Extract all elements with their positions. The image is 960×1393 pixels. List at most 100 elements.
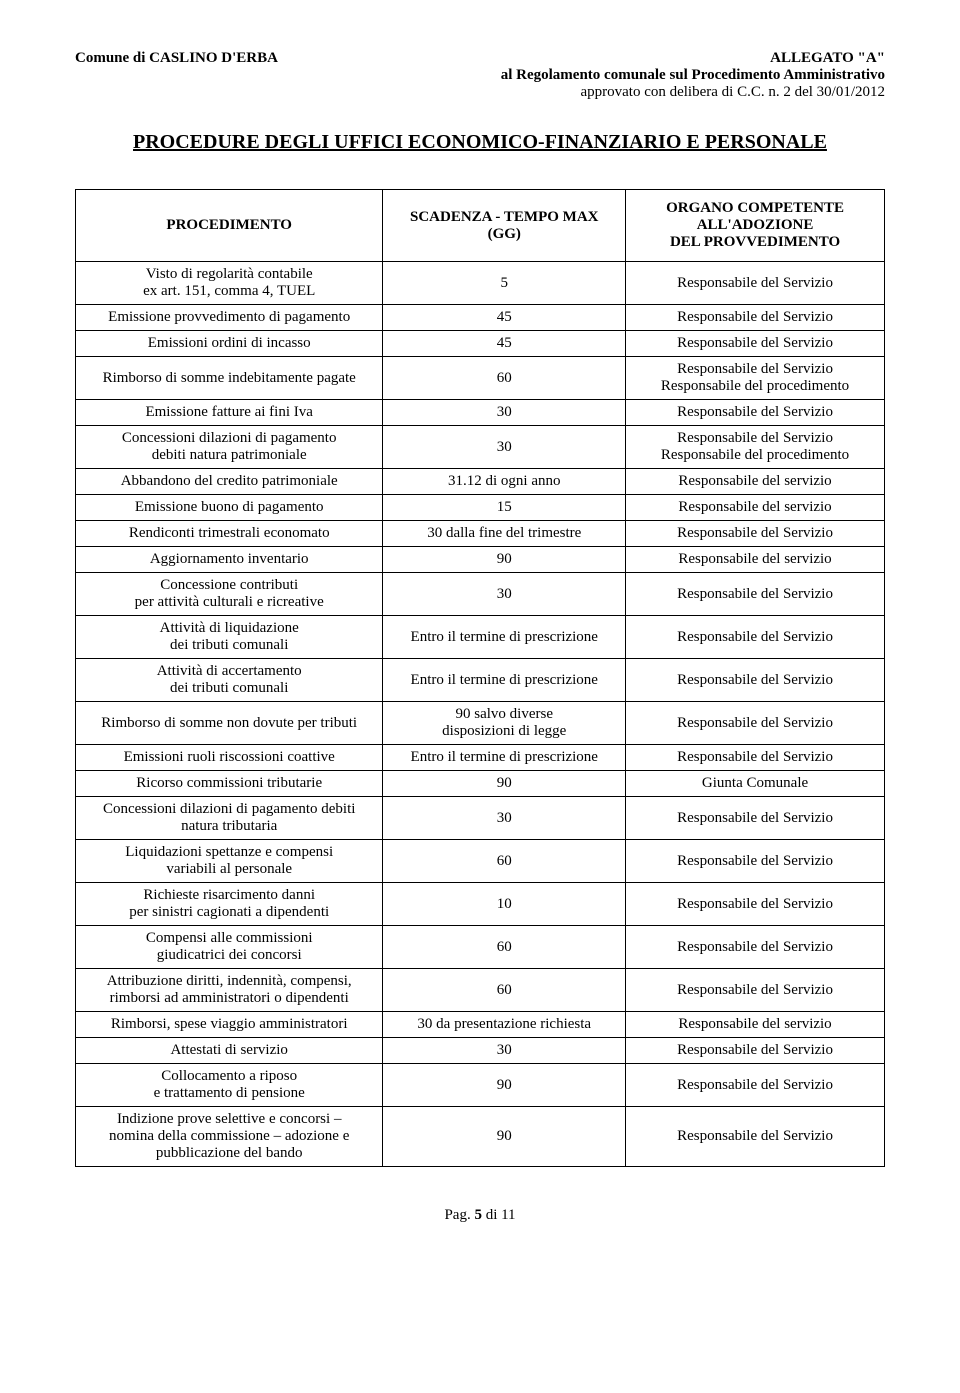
cell-procedimento: Attestati di servizio [76,1038,383,1064]
table-row: Emissione fatture ai fini Iva30Responsab… [76,400,885,426]
cell-procedimento: Emissione buono di pagamento [76,495,383,521]
cell-procedimento: Aggiornamento inventario [76,547,383,573]
cell-scadenza: 90 [383,547,626,573]
table-row: Rimborsi, spese viaggio amministratori30… [76,1012,885,1038]
cell-scadenza: 30 da presentazione richiesta [383,1012,626,1038]
cell-organo: Responsabile del Servizio [626,659,885,702]
col-header-organo: ORGANO COMPETENTEALL'ADOZIONEDEL PROVVED… [626,190,885,262]
table-row: Attività di liquidazionedei tributi comu… [76,616,885,659]
cell-organo: Responsabile del Servizio [626,521,885,547]
cell-organo: Responsabile del Servizio [626,969,885,1012]
cell-scadenza: 30 dalla fine del trimestre [383,521,626,547]
cell-procedimento: Concessioni dilazioni di pagamento debit… [76,797,383,840]
header-right-line3: approvato con delibera di C.C. n. 2 del … [75,84,885,101]
table-row: Abbandono del credito patrimoniale31.12 … [76,469,885,495]
footer-suffix: di 11 [482,1207,516,1223]
cell-organo: Responsabile del Servizio [626,573,885,616]
cell-procedimento: Attribuzione diritti, indennità, compens… [76,969,383,1012]
table-row: Rimborso di somme non dovute per tributi… [76,702,885,745]
table-row: Emissione buono di pagamento15Responsabi… [76,495,885,521]
cell-procedimento: Abbandono del credito patrimoniale [76,469,383,495]
header-right-line1: ALLEGATO "A" [770,50,885,67]
cell-scadenza: 90 [383,771,626,797]
table-row: Indizione prove selettive e concorsi –no… [76,1107,885,1167]
cell-scadenza: Entro il termine di prescrizione [383,659,626,702]
cell-organo: Responsabile del ServizioResponsabile de… [626,426,885,469]
cell-scadenza: 60 [383,969,626,1012]
cell-procedimento: Rimborso di somme non dovute per tributi [76,702,383,745]
page-footer: Pag. 5 di 11 [75,1207,885,1224]
cell-organo: Responsabile del Servizio [626,883,885,926]
table-row: Concessione contributiper attività cultu… [76,573,885,616]
cell-organo: Responsabile del servizio [626,1012,885,1038]
document-page: Comune di CASLINO D'ERBA ALLEGATO "A" al… [0,0,960,1264]
cell-scadenza: Entro il termine di prescrizione [383,745,626,771]
cell-procedimento: Liquidazioni spettanze e compensivariabi… [76,840,383,883]
cell-procedimento: Rimborsi, spese viaggio amministratori [76,1012,383,1038]
table-row: Collocamento a riposoe trattamento di pe… [76,1064,885,1107]
table-row: Aggiornamento inventario90Responsabile d… [76,547,885,573]
cell-procedimento: Emissione fatture ai fini Iva [76,400,383,426]
table-row: Attribuzione diritti, indennità, compens… [76,969,885,1012]
cell-organo: Responsabile del Servizio [626,305,885,331]
table-row: Emissioni ordini di incasso45Responsabil… [76,331,885,357]
cell-procedimento: Indizione prove selettive e concorsi –no… [76,1107,383,1167]
table-row: Concessioni dilazioni di pagamentodebiti… [76,426,885,469]
cell-organo: Responsabile del Servizio [626,331,885,357]
cell-organo: Responsabile del Servizio [626,1107,885,1167]
cell-scadenza: 90 [383,1107,626,1167]
cell-organo: Responsabile del Servizio [626,1064,885,1107]
cell-scadenza: 30 [383,797,626,840]
cell-organo: Responsabile del Servizio [626,400,885,426]
cell-procedimento: Emissioni ordini di incasso [76,331,383,357]
table-header-row: PROCEDIMENTO SCADENZA - TEMPO MAX(GG) OR… [76,190,885,262]
cell-procedimento: Attività di liquidazionedei tributi comu… [76,616,383,659]
cell-organo: Responsabile del Servizio [626,1038,885,1064]
page-header: Comune di CASLINO D'ERBA ALLEGATO "A" [75,50,885,67]
cell-procedimento: Attività di accertamentodei tributi comu… [76,659,383,702]
table-row: Attività di accertamentodei tributi comu… [76,659,885,702]
cell-organo: Responsabile del Servizio [626,926,885,969]
cell-scadenza: 60 [383,357,626,400]
cell-scadenza: 30 [383,426,626,469]
cell-organo: Responsabile del Servizio [626,745,885,771]
cell-procedimento: Richieste risarcimento danniper sinistri… [76,883,383,926]
cell-procedimento: Emissione provvedimento di pagamento [76,305,383,331]
cell-scadenza: 5 [383,262,626,305]
cell-scadenza: 10 [383,883,626,926]
cell-scadenza: 45 [383,305,626,331]
cell-scadenza: 90 salvo diversedisposizioni di legge [383,702,626,745]
table-row: Ricorso commissioni tributarie90Giunta C… [76,771,885,797]
footer-page-number: 5 [474,1207,482,1223]
cell-organo: Responsabile del Servizio [626,262,885,305]
cell-procedimento: Compensi alle commissionigiudicatrici de… [76,926,383,969]
cell-scadenza: 60 [383,926,626,969]
cell-procedimento: Visto di regolarità contabileex art. 151… [76,262,383,305]
table-row: Compensi alle commissionigiudicatrici de… [76,926,885,969]
header-left: Comune di CASLINO D'ERBA [75,50,278,67]
procedures-table: PROCEDIMENTO SCADENZA - TEMPO MAX(GG) OR… [75,189,885,1167]
cell-scadenza: 30 [383,400,626,426]
cell-organo: Responsabile del servizio [626,547,885,573]
table-row: Richieste risarcimento danniper sinistri… [76,883,885,926]
cell-procedimento: Rendiconti trimestrali economato [76,521,383,547]
cell-procedimento: Concessione contributiper attività cultu… [76,573,383,616]
cell-organo: Responsabile del ServizioResponsabile de… [626,357,885,400]
cell-procedimento: Emissioni ruoli riscossioni coattive [76,745,383,771]
cell-scadenza: 30 [383,573,626,616]
table-body: Visto di regolarità contabileex art. 151… [76,262,885,1167]
cell-procedimento: Rimborso di somme indebitamente pagate [76,357,383,400]
cell-scadenza: 90 [383,1064,626,1107]
cell-procedimento: Concessioni dilazioni di pagamentodebiti… [76,426,383,469]
col-header-scadenza: SCADENZA - TEMPO MAX(GG) [383,190,626,262]
cell-organo: Responsabile del Servizio [626,840,885,883]
cell-scadenza: 30 [383,1038,626,1064]
table-row: Attestati di servizio30Responsabile del … [76,1038,885,1064]
table-row: Concessioni dilazioni di pagamento debit… [76,797,885,840]
cell-organo: Giunta Comunale [626,771,885,797]
table-row: Visto di regolarità contabileex art. 151… [76,262,885,305]
cell-procedimento: Collocamento a riposoe trattamento di pe… [76,1064,383,1107]
table-row: Emissione provvedimento di pagamento45Re… [76,305,885,331]
cell-organo: Responsabile del servizio [626,495,885,521]
table-row: Emissioni ruoli riscossioni coattiveEntr… [76,745,885,771]
